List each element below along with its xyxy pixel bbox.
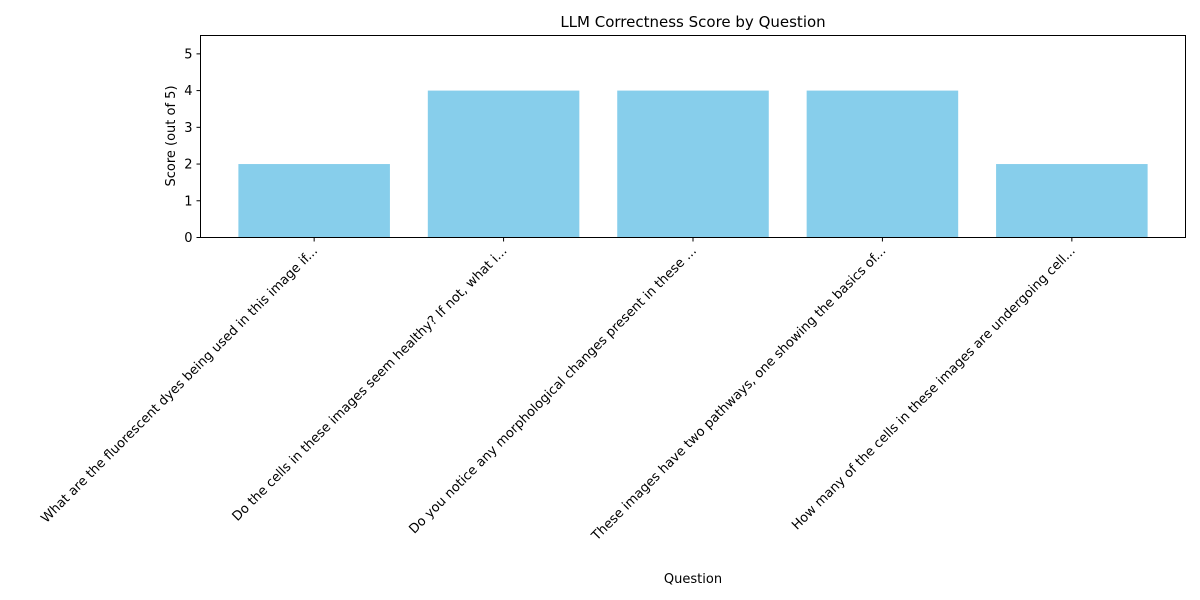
y-axis: 0 1 2 3 4 5 — [184, 47, 201, 246]
x-tick-label: How many of the cells in these images ar… — [789, 244, 1079, 534]
y-tick-label: 0 — [184, 231, 192, 246]
bars-group — [238, 90, 1148, 238]
x-axis: What are the fluorescent dyes being used… — [38, 237, 1079, 545]
bar-4 — [806, 90, 959, 238]
chart-title: LLM Correctness Score by Question — [560, 13, 825, 31]
y-axis-label: Score (out of 5) — [164, 85, 179, 186]
y-tick-label: 1 — [184, 194, 192, 209]
bar-3 — [617, 90, 769, 238]
y-tick-label: 4 — [184, 84, 192, 99]
y-tick-label: 5 — [184, 47, 192, 62]
x-tick-label: Do you notice any morphological changes … — [406, 244, 699, 537]
bar-1 — [238, 164, 390, 238]
bar-5 — [996, 164, 1148, 238]
x-tick-label: These images have two pathways, one show… — [588, 244, 889, 545]
y-tick-label: 3 — [184, 121, 192, 136]
x-axis-label: Question — [664, 572, 722, 587]
y-tick-label: 2 — [184, 158, 192, 173]
bar-2 — [427, 90, 580, 238]
